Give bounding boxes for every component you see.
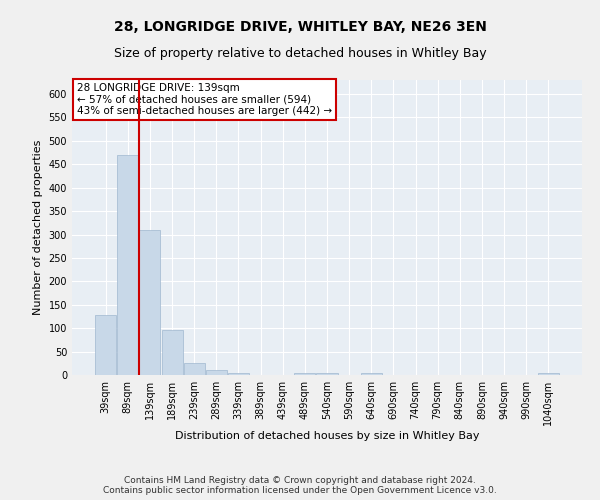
Bar bbox=[295, 372, 316, 375]
Text: Contains HM Land Registry data © Crown copyright and database right 2024.
Contai: Contains HM Land Registry data © Crown c… bbox=[103, 476, 497, 495]
Text: 28, LONGRIDGE DRIVE, WHITLEY BAY, NE26 3EN: 28, LONGRIDGE DRIVE, WHITLEY BAY, NE26 3… bbox=[113, 20, 487, 34]
Bar bbox=[161, 330, 182, 375]
Bar bbox=[95, 315, 116, 375]
Bar bbox=[316, 372, 338, 375]
Text: 28 LONGRIDGE DRIVE: 139sqm
← 57% of detached houses are smaller (594)
43% of sem: 28 LONGRIDGE DRIVE: 139sqm ← 57% of deta… bbox=[77, 83, 332, 116]
X-axis label: Distribution of detached houses by size in Whitley Bay: Distribution of detached houses by size … bbox=[175, 430, 479, 440]
Bar bbox=[206, 370, 227, 375]
Bar bbox=[139, 230, 160, 375]
Bar bbox=[361, 373, 382, 375]
Bar bbox=[228, 373, 249, 375]
Bar bbox=[538, 373, 559, 375]
Text: Size of property relative to detached houses in Whitley Bay: Size of property relative to detached ho… bbox=[113, 48, 487, 60]
Y-axis label: Number of detached properties: Number of detached properties bbox=[33, 140, 43, 315]
Bar bbox=[118, 155, 139, 375]
Bar bbox=[184, 364, 205, 375]
